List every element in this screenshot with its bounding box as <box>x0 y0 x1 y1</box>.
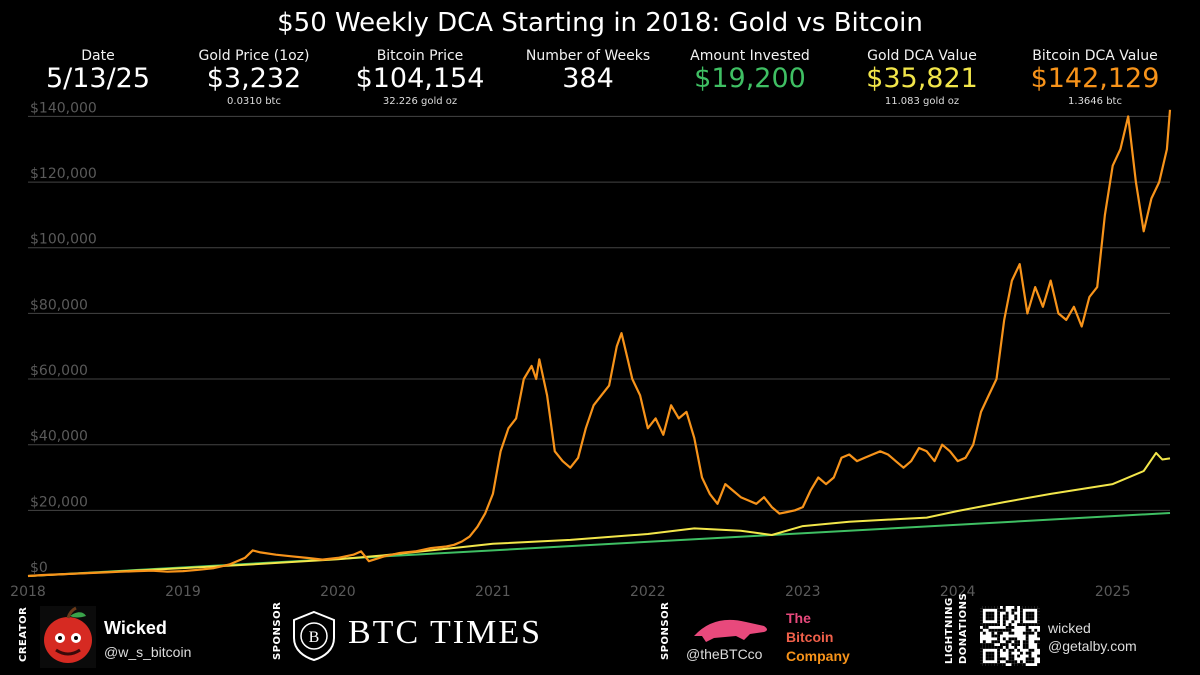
stat-label: Gold DCA Value <box>867 48 977 64</box>
y-tick-label: $20,000 <box>30 494 88 510</box>
stat-value: $3,232 <box>206 63 302 94</box>
stat-value: $35,821 <box>866 63 978 94</box>
sponsor-label: SPONSOR <box>272 601 283 660</box>
bitcoin-company-handle[interactable]: @theBTCco <box>686 646 763 662</box>
chart-title: $50 Weekly DCA Starting in 2018: Gold vs… <box>277 8 923 38</box>
bitcoin-company-line1: The <box>786 610 811 626</box>
btc-times-name: BTC TIMES <box>348 614 543 651</box>
sponsor2-label: SPONSOR <box>660 601 671 660</box>
stat-sub: 1.3646 btc <box>1068 96 1122 107</box>
bitcoin-company-line3: Company <box>786 648 850 664</box>
y-tick-label: $140,000 <box>30 100 97 116</box>
stat-sub: 11.083 gold oz <box>884 96 960 107</box>
x-tick-label: 2020 <box>320 584 356 600</box>
y-tick-label: $80,000 <box>30 297 88 313</box>
stat-value: 5/13/25 <box>45 63 151 94</box>
x-tick-label: 2024 <box>940 584 976 600</box>
x-tick-label: 2021 <box>475 584 511 600</box>
stat-6: Bitcoin DCA Value $142,129 1.3646 btc <box>1010 48 1180 107</box>
series-gold-dca-value <box>27 451 1171 577</box>
lightning-address[interactable]: @getalby.com <box>1048 638 1137 654</box>
stat-value: $142,129 <box>1030 63 1160 94</box>
stat-4: Amount Invested $19,200 <box>665 48 835 94</box>
btc-times-logo-letter: B <box>309 629 320 646</box>
stat-label: Date <box>81 48 115 64</box>
y-tick-label: $60,000 <box>30 363 88 379</box>
stat-2: Bitcoin Price $104,154 32.226 gold oz <box>335 48 505 107</box>
lightning-name: wicked <box>1048 620 1091 636</box>
stat-0: Date 5/13/25 <box>13 48 183 94</box>
stat-1: Gold Price (1oz) $3,232 0.0310 btc <box>169 48 339 107</box>
stat-sub: 32.226 gold oz <box>382 96 458 107</box>
stat-label: Gold Price (1oz) <box>198 48 310 64</box>
x-tick-label: 2025 <box>1095 584 1131 600</box>
stat-label: Bitcoin Price <box>376 48 464 64</box>
lightning-label-2: DONATIONS <box>958 592 969 664</box>
creator-name: Wicked <box>104 618 167 638</box>
qr-code-icon[interactable] <box>980 606 1040 666</box>
stat-5: Gold DCA Value $35,821 11.083 gold oz <box>837 48 1007 107</box>
stat-label: Number of Weeks <box>525 48 651 64</box>
x-tick-label: 2018 <box>10 584 46 600</box>
y-tick-label: $40,000 <box>30 429 88 445</box>
x-tick-label: 2019 <box>165 584 201 600</box>
creator-handle[interactable]: @w_s_bitcoin <box>104 644 192 660</box>
bitcoin-company-line2: Bitcoin <box>786 629 834 645</box>
stat-value: 384 <box>562 63 614 94</box>
stat-value: $104,154 <box>355 63 485 94</box>
y-tick-label: $100,000 <box>30 232 97 248</box>
series-bitcoin-dca-value <box>27 109 1172 578</box>
x-tick-label: 2023 <box>785 584 821 600</box>
y-tick-label: $120,000 <box>30 166 97 182</box>
turtle-logo-icon <box>694 619 767 642</box>
stat-value: $19,200 <box>694 63 806 94</box>
stat-sub: 0.0310 btc <box>227 96 281 107</box>
footer: CREATOR Wicked @w_s_bitcoin SPONSOR B BT… <box>0 593 1200 675</box>
chart: $0 $20,000 $40,000 $60,000 $80,000 $100,000 $1… <box>10 100 1172 600</box>
creator-label: CREATOR <box>18 606 29 662</box>
btc-times-logo-icon: B <box>293 610 335 662</box>
stat-3: Number of Weeks 384 <box>503 48 673 94</box>
stat-label: Bitcoin DCA Value <box>1032 48 1158 64</box>
lightning-label-1: LIGHTNING <box>944 597 955 664</box>
x-tick-label: 2022 <box>630 584 666 600</box>
avatar <box>40 606 96 668</box>
y-tick-label: $0 <box>30 560 48 576</box>
stat-label: Amount Invested <box>690 48 810 64</box>
